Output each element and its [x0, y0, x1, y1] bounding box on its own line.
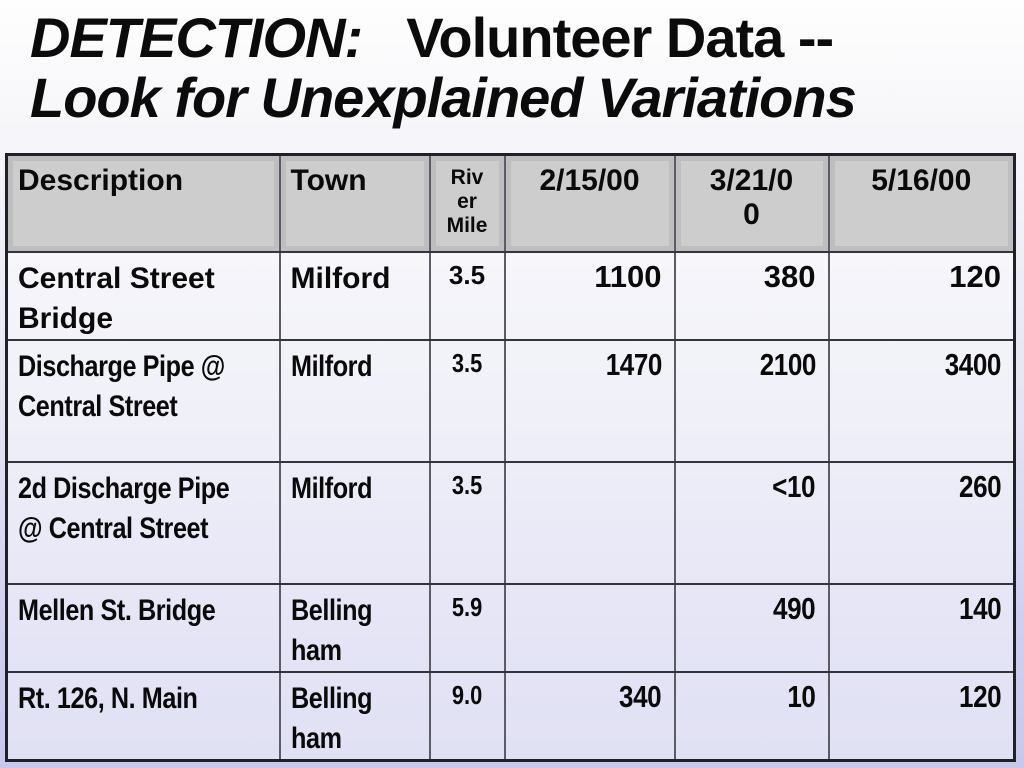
cell-value-date-3: 3400	[827, 338, 1016, 463]
cell-value-date-1: 1470	[503, 338, 676, 463]
cell-river-mile: 5.9	[428, 582, 506, 673]
cell-value-date-1	[503, 460, 676, 585]
volunteer-data-table: Description Town Riv er Mile 2/15/00 3/2…	[5, 153, 1016, 762]
column-header-date-1: 2/15/00	[503, 153, 676, 253]
cell-value-date-2: 380	[673, 250, 830, 341]
table-header-row: Description Town Riv er Mile 2/15/00 3/2…	[5, 153, 1016, 253]
table-row-discharge-pipe: Discharge Pipe @ Central Street Milford …	[5, 338, 1016, 463]
column-header-date-2: 3/21/0 0	[673, 153, 830, 253]
column-header-river-mile: Riv er Mile	[428, 153, 506, 253]
cell-value-date-3: 120	[827, 250, 1016, 341]
cell-town: Milford	[278, 250, 431, 341]
table-row-mellen-st-bridge: Mellen St. Bridge Belling ham 5.9 490 14…	[5, 582, 1016, 673]
cell-value-date-3: 260	[827, 460, 1016, 585]
cell-description: Rt. 126, N. Main	[5, 670, 281, 761]
cell-river-mile: 3.5	[428, 250, 506, 341]
slide-title: DETECTION: Volunteer Data -- Look for Une…	[30, 8, 1010, 128]
column-header-description: Description	[5, 153, 281, 253]
table-row-central-street-bridge: Central Street Bridge Milford 3.5 1100 3…	[5, 250, 1016, 341]
table-row-rt-126-n-main: Rt. 126, N. Main Belling ham 9.0 340 10 …	[5, 670, 1016, 761]
cell-river-mile: 3.5	[428, 460, 506, 585]
cell-description: 2d Discharge Pipe @ Central Street	[5, 460, 281, 585]
cell-river-mile: 3.5	[428, 338, 506, 463]
cell-value-date-3: 140	[827, 582, 1016, 673]
cell-town: Milford	[278, 338, 431, 463]
column-header-town: Town	[278, 153, 431, 253]
title-volunteer-data-label: Volunteer Data --	[406, 6, 834, 69]
cell-value-date-2: 10	[673, 670, 830, 761]
cell-value-date-1: 340	[503, 670, 676, 761]
slide-title-line1: DETECTION: Volunteer Data --	[30, 8, 1010, 68]
cell-town: Milford	[278, 460, 431, 585]
slide-title-line2: Look for Unexplained Variations	[30, 66, 857, 129]
cell-value-date-3: 120	[827, 670, 1016, 761]
cell-description: Central Street Bridge	[5, 250, 281, 341]
cell-value-date-2: 2100	[673, 338, 830, 463]
title-detection-label: DETECTION:	[30, 6, 363, 69]
column-header-date-3: 5/16/00	[827, 153, 1016, 253]
cell-value-date-2: 490	[673, 582, 830, 673]
cell-town: Belling ham	[278, 582, 431, 673]
cell-description: Discharge Pipe @ Central Street	[5, 338, 281, 463]
cell-value-date-1	[503, 582, 676, 673]
cell-description: Mellen St. Bridge	[5, 582, 281, 673]
cell-value-date-1: 1100	[503, 250, 676, 341]
cell-river-mile: 9.0	[428, 670, 506, 761]
cell-town: Belling ham	[278, 670, 431, 761]
cell-value-date-2: <10	[673, 460, 830, 585]
table-row-2d-discharge-pipe: 2d Discharge Pipe @ Central Street Milfo…	[5, 460, 1016, 585]
